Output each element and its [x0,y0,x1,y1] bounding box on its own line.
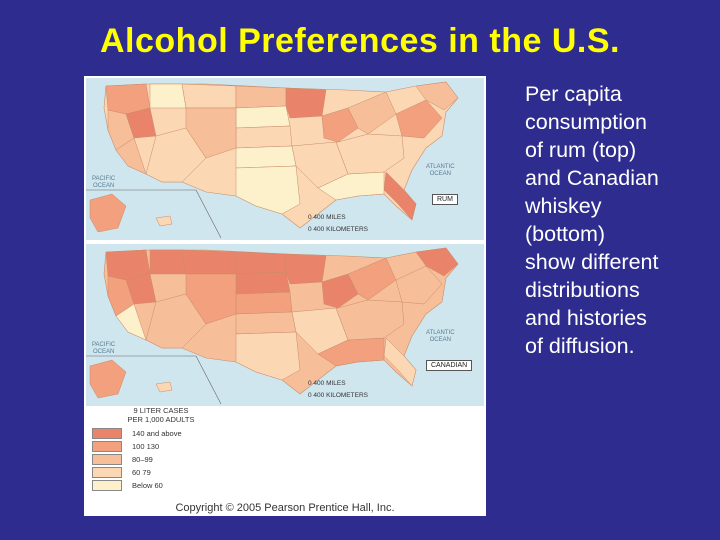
legend-label: 100 130 [132,442,160,451]
atlantic-ocean-label: ATLANTIC OCEAN [426,330,455,343]
rum-map-graphic [86,78,484,240]
canadian-map-graphic [86,244,484,406]
scale-miles: 0 400 MILES [308,214,346,221]
legend-item: 60 79 [92,466,236,479]
legend-label: 140 and above [132,429,182,438]
legend-swatch [92,480,122,491]
legend-swatch [92,467,122,478]
legend-item: 80–99 [92,453,236,466]
copyright-notice: Copyright © 2005 Pearson Prentice Hall, … [175,502,395,514]
map-figure: PACIFIC OCEAN ATLANTIC OCEAN RUM 0 400 M… [84,76,486,516]
canadian-map: PACIFIC OCEAN ATLANTIC OCEAN CANADIAN 0 … [86,244,484,406]
canadian-map-label: CANADIAN [426,360,473,371]
map-legend: 9 LITER CASES PER 1,000 ADULTS 140 and a… [86,406,236,502]
rum-map-label: RUM [432,194,458,205]
slide-title: Alcohol Preferences in the U.S. [100,22,620,60]
rum-map: PACIFIC OCEAN ATLANTIC OCEAN RUM 0 400 M… [86,78,484,240]
legend-item: Below 60 [92,479,236,492]
scale-miles: 0 400 MILES [308,380,346,387]
scale-km: 0 400 KILOMETERS [308,226,368,233]
legend-swatch [92,428,122,439]
legend-item: 100 130 [92,440,236,453]
legend-label: 80–99 [132,455,153,464]
legend-swatch [92,454,122,465]
legend-subheading: PER 1,000 ADULTS [127,415,195,424]
legend-swatch [92,441,122,452]
legend-item: 140 and above [92,427,236,440]
pacific-ocean-label: PACIFIC OCEAN [92,176,116,189]
slide-caption: Per capita consumption of rum (top) and … [525,82,659,358]
atlantic-ocean-label: ATLANTIC OCEAN [426,164,455,177]
scale-km: 0 400 KILOMETERS [308,392,368,399]
pacific-ocean-label: PACIFIC OCEAN [92,342,116,355]
legend-label: 60 79 [132,468,151,477]
legend-heading: 9 LITER CASES [133,406,189,415]
legend-label: Below 60 [132,481,163,490]
